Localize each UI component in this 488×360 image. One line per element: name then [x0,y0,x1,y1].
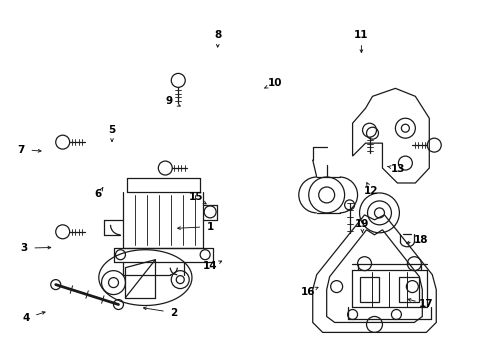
Text: 12: 12 [363,186,378,196]
Text: 1: 1 [206,222,214,231]
Text: 18: 18 [413,235,427,245]
Bar [359,276,379,302]
Text: 19: 19 [354,219,369,229]
Text: 11: 11 [353,30,368,40]
Text: 3: 3 [20,243,28,253]
Text: 10: 10 [267,78,282,88]
Text: 17: 17 [418,299,432,309]
Text: 13: 13 [390,163,405,174]
Text: 16: 16 [300,287,314,297]
Text: 2: 2 [170,308,177,318]
Text: 8: 8 [214,30,221,40]
Text: 14: 14 [203,261,217,271]
Text: 7: 7 [18,144,25,154]
Text: 9: 9 [165,96,172,106]
Text: 6: 6 [95,189,102,199]
Text: 4: 4 [22,313,30,323]
Text: 5: 5 [108,125,115,135]
Bar [399,276,419,302]
Text: 15: 15 [188,192,203,202]
